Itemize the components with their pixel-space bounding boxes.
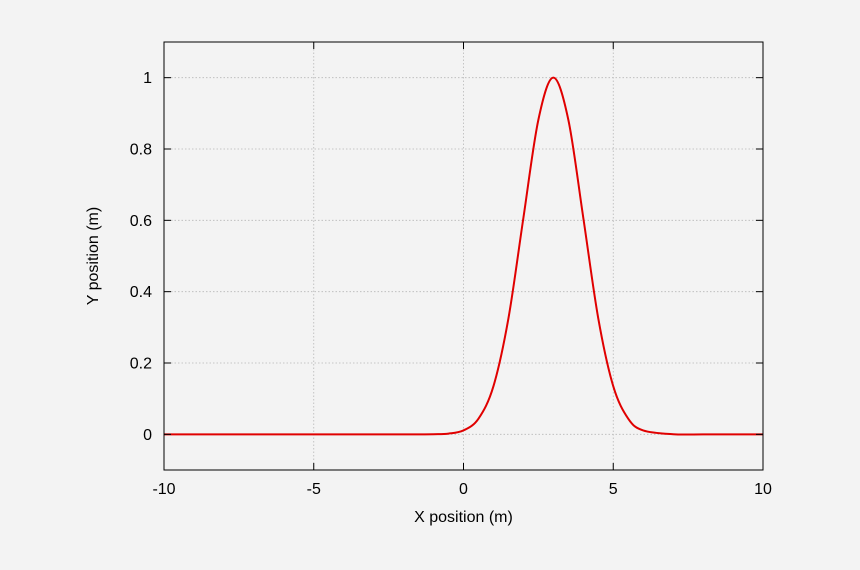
grid — [163, 42, 764, 470]
x-tick-label: -5 — [307, 481, 321, 498]
y-tick-label: 0 — [143, 427, 152, 444]
ticks: -10 -5 0 5 10 0 0.2 0.4 0.6 0.8 1 — [130, 42, 772, 498]
y-tick-label: 0.2 — [130, 356, 152, 373]
x-tick-label: 5 — [609, 481, 618, 498]
x-tick-label: -10 — [152, 481, 175, 498]
y-tick-label: 0.4 — [130, 284, 152, 301]
series-layer — [164, 76, 764, 436]
x-tick-label: 0 — [459, 481, 468, 498]
y-tick-label: 0.6 — [130, 213, 152, 230]
y-axis-label: Y position (m) — [85, 207, 102, 305]
x-axis-label: X position (m) — [414, 509, 513, 526]
x-tick-label: 10 — [754, 481, 772, 498]
series-line — [164, 76, 764, 436]
y-tick-label: 0.8 — [130, 142, 152, 159]
y-tick-label: 1 — [143, 70, 152, 87]
